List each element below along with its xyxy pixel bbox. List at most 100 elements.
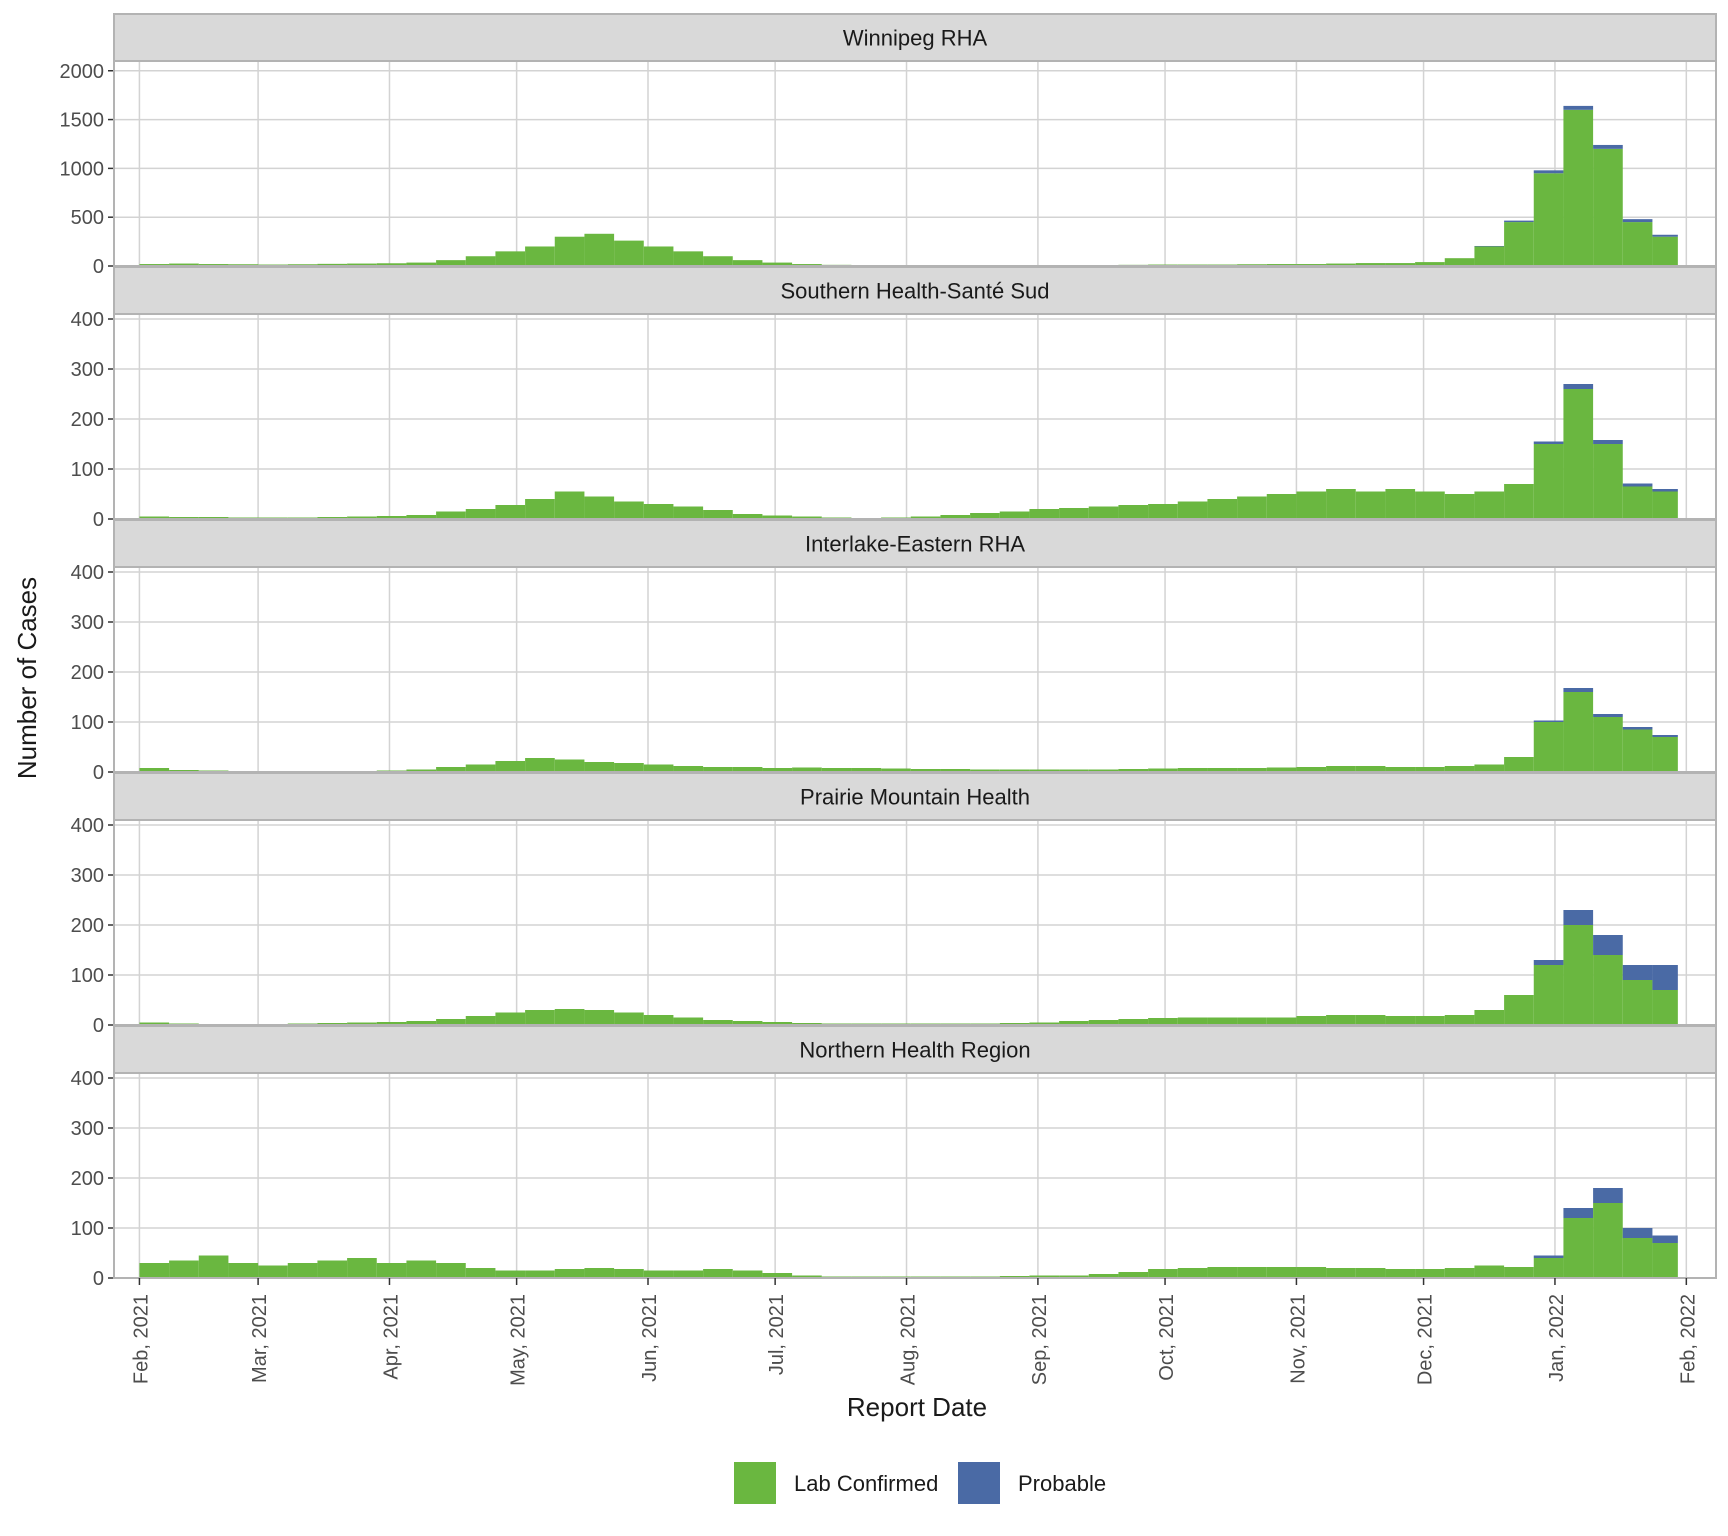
facet-plot-background [114, 820, 1716, 1025]
bar-lab-confirmed [1652, 236, 1678, 266]
bar-lab-confirmed [1029, 1275, 1060, 1278]
bar-lab-confirmed [376, 516, 407, 519]
bar-lab-confirmed [376, 1022, 407, 1025]
bar-probable [1593, 144, 1623, 149]
bar-probable [1652, 489, 1678, 492]
bar-lab-confirmed [525, 1010, 555, 1025]
bar-lab-confirmed [1444, 494, 1475, 519]
bar-lab-confirmed [525, 758, 555, 772]
x-tick-label: Sep, 2021 [1029, 1294, 1051, 1385]
bar-lab-confirmed [347, 263, 377, 266]
x-tick-label: Jan, 2022 [1546, 1294, 1568, 1382]
bar-lab-confirmed [376, 1263, 407, 1278]
legend-swatch-lab-confirmed [734, 1462, 776, 1504]
bar-lab-confirmed [1296, 767, 1327, 772]
bar-lab-confirmed [1266, 1017, 1297, 1025]
bar-lab-confirmed [1326, 263, 1356, 266]
bar-probable [1622, 1228, 1653, 1238]
bar-lab-confirmed [139, 768, 170, 772]
bar-lab-confirmed [495, 1012, 526, 1025]
bar-lab-confirmed [999, 769, 1030, 772]
bar-probable [1563, 910, 1594, 925]
legend-label-probable: Probable [1018, 1471, 1106, 1496]
y-tick-label: 1000 [60, 158, 105, 180]
bar-lab-confirmed [1533, 444, 1564, 519]
facet-plot-background [114, 567, 1716, 772]
bar-probable [1563, 105, 1594, 110]
bar-lab-confirmed [554, 1009, 585, 1025]
bar-lab-confirmed [465, 1268, 496, 1278]
bar-lab-confirmed [1385, 263, 1416, 266]
y-tick-label: 1500 [60, 110, 105, 132]
bar-lab-confirmed [1622, 980, 1653, 1025]
y-tick-label: 200 [71, 915, 104, 937]
facet-plot-background [114, 1073, 1716, 1278]
y-axis-title: Number of Cases [12, 577, 42, 779]
facet-title: Southern Health-Santé Sud [780, 279, 1049, 304]
bar-lab-confirmed [1533, 722, 1564, 772]
y-tick-label: 300 [71, 865, 104, 887]
bar-lab-confirmed [1029, 1022, 1060, 1025]
bar-probable [1533, 441, 1564, 444]
bar-lab-confirmed [1177, 1017, 1208, 1025]
x-tick-label: Apr, 2021 [380, 1294, 402, 1380]
facet-panel: Northern Health Region 0 100 200 300 400 [71, 1025, 1717, 1290]
bar-lab-confirmed [1326, 1015, 1356, 1025]
bar-lab-confirmed [347, 1258, 377, 1278]
bar-lab-confirmed [1059, 508, 1089, 519]
y-tick-label: 400 [71, 1068, 104, 1090]
bar-lab-confirmed [1652, 990, 1678, 1025]
facet-strip [113, 519, 1717, 568]
bar-probable [1622, 219, 1653, 223]
y-tick-label: 200 [71, 409, 104, 431]
bar-lab-confirmed [732, 1021, 763, 1025]
bar-probable [1652, 1235, 1678, 1243]
bar-lab-confirmed [406, 769, 437, 772]
bar-lab-confirmed [436, 260, 466, 266]
bar-lab-confirmed [673, 1017, 704, 1025]
bar-lab-confirmed [1355, 1268, 1386, 1278]
bar-lab-confirmed [1533, 1258, 1564, 1278]
y-tick-label: 100 [71, 1218, 104, 1240]
bar-lab-confirmed [1207, 499, 1238, 519]
x-tick-label: Aug, 2021 [898, 1294, 920, 1385]
bar-lab-confirmed [1088, 1020, 1119, 1025]
bar-lab-confirmed [1059, 1275, 1089, 1278]
bar-probable [1563, 384, 1594, 389]
bar-lab-confirmed [347, 516, 377, 519]
x-axis: Feb, 2021 Mar, 2021 Apr, 2021 May, 2021 Jun,… [130, 1278, 1699, 1386]
bar-lab-confirmed [1148, 504, 1178, 519]
bar-lab-confirmed [1563, 1218, 1594, 1278]
bar-lab-confirmed [1207, 1267, 1238, 1278]
bar-lab-confirmed [525, 1270, 555, 1278]
facet-panel: Interlake-Eastern RHA 0 100 200 300 400 [71, 519, 1717, 784]
facet-title: Northern Health Region [799, 1038, 1030, 1063]
bar-lab-confirmed [1326, 766, 1356, 772]
legend-swatch-probable [958, 1462, 1000, 1504]
legend: Lab Confirmed Probable [734, 1462, 1106, 1504]
bar-lab-confirmed [1118, 1272, 1149, 1278]
bar-lab-confirmed [1296, 1016, 1327, 1025]
bar-lab-confirmed [1622, 729, 1653, 772]
x-tick-label: Jun, 2021 [639, 1294, 661, 1382]
bar-lab-confirmed [1177, 1268, 1208, 1278]
bar-probable [1563, 688, 1594, 692]
bar-lab-confirmed [1088, 506, 1119, 519]
bar-lab-confirmed [673, 506, 704, 519]
bar-lab-confirmed [1652, 737, 1678, 772]
bar-lab-confirmed [851, 768, 882, 772]
bar-lab-confirmed [258, 1265, 288, 1278]
bar-lab-confirmed [554, 236, 585, 266]
y-tick-label: 0 [93, 1268, 104, 1290]
bar-lab-confirmed [1652, 491, 1678, 519]
bar-lab-confirmed [406, 515, 437, 519]
bar-lab-confirmed [287, 1263, 318, 1278]
bar-lab-confirmed [1266, 494, 1297, 519]
bar-lab-confirmed [1563, 925, 1594, 1025]
bar-lab-confirmed [1563, 692, 1594, 772]
y-tick-label: 300 [71, 1118, 104, 1140]
y-tick-label: 100 [71, 712, 104, 734]
bar-lab-confirmed [1444, 1268, 1475, 1278]
bar-lab-confirmed [1355, 491, 1386, 519]
